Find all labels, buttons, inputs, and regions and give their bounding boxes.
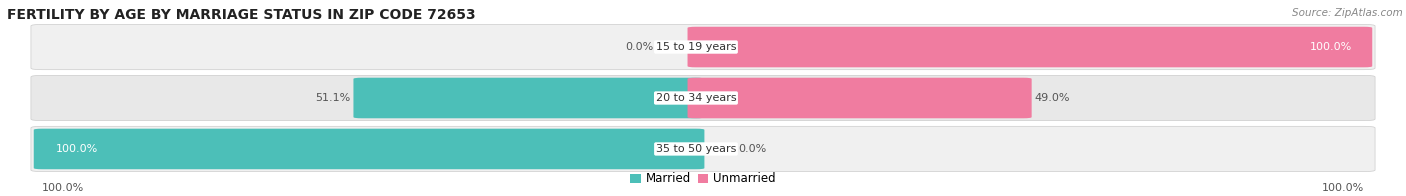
FancyBboxPatch shape [353, 78, 704, 118]
Text: 100.0%: 100.0% [42, 183, 84, 193]
Text: 100.0%: 100.0% [1322, 183, 1364, 193]
Text: 20 to 34 years: 20 to 34 years [655, 93, 737, 103]
Text: 100.0%: 100.0% [1310, 42, 1353, 52]
FancyBboxPatch shape [31, 126, 1375, 172]
Text: 100.0%: 100.0% [56, 144, 98, 154]
Text: 35 to 50 years: 35 to 50 years [655, 144, 737, 154]
Text: 15 to 19 years: 15 to 19 years [655, 42, 737, 52]
FancyBboxPatch shape [688, 27, 1372, 67]
FancyBboxPatch shape [34, 129, 704, 169]
FancyBboxPatch shape [31, 24, 1375, 70]
Text: 0.0%: 0.0% [738, 144, 766, 154]
Text: Source: ZipAtlas.com: Source: ZipAtlas.com [1292, 8, 1403, 18]
Legend: Married, Unmarried: Married, Unmarried [626, 168, 780, 190]
FancyBboxPatch shape [31, 75, 1375, 121]
Text: 0.0%: 0.0% [626, 42, 654, 52]
FancyBboxPatch shape [688, 78, 1032, 118]
Text: 51.1%: 51.1% [315, 93, 350, 103]
Text: FERTILITY BY AGE BY MARRIAGE STATUS IN ZIP CODE 72653: FERTILITY BY AGE BY MARRIAGE STATUS IN Z… [7, 8, 475, 22]
Text: 49.0%: 49.0% [1035, 93, 1070, 103]
